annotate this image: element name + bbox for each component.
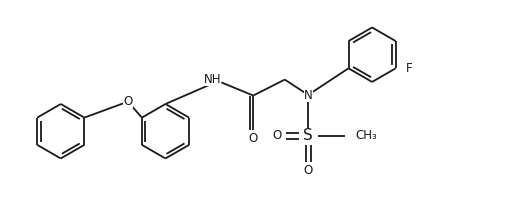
Text: O: O	[249, 132, 258, 145]
Text: O: O	[304, 164, 313, 177]
Text: O: O	[272, 129, 281, 142]
Text: F: F	[406, 62, 413, 75]
Text: O: O	[123, 95, 133, 108]
Text: CH₃: CH₃	[356, 129, 378, 142]
Text: NH: NH	[204, 73, 221, 86]
Text: N: N	[304, 89, 313, 102]
Text: S: S	[303, 128, 313, 144]
